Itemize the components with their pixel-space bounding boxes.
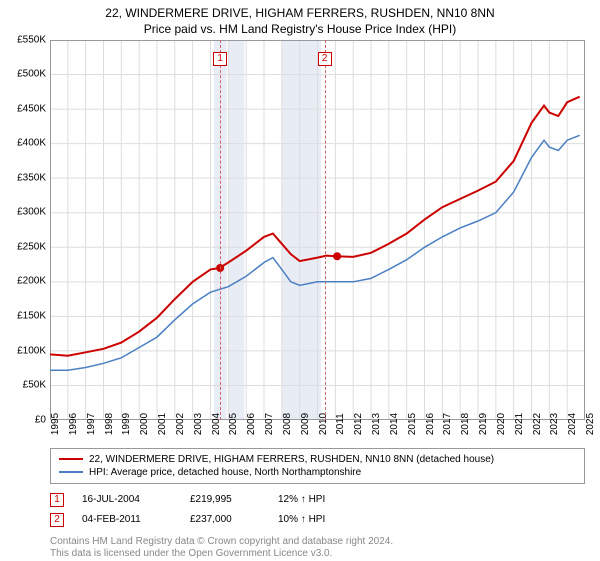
x-tick-label: 2006 — [246, 412, 257, 434]
x-tick-label: 2013 — [371, 412, 382, 434]
x-tick-label: 1998 — [104, 412, 115, 434]
x-tick-label: 2008 — [282, 412, 293, 434]
x-tick-label: 2007 — [264, 412, 275, 434]
x-tick-label: 2017 — [442, 412, 453, 434]
legend: 22, WINDERMERE DRIVE, HIGHAM FERRERS, RU… — [50, 448, 585, 484]
y-tick-label: £300K — [17, 207, 46, 218]
x-tick-label: 2018 — [460, 412, 471, 434]
x-tick-label: 2010 — [318, 412, 329, 434]
y-tick-label: £0 — [35, 414, 46, 425]
y-tick-label: £400K — [17, 138, 46, 149]
chart-plot — [50, 40, 585, 420]
x-tick-label: 2014 — [389, 412, 400, 434]
y-tick-label: £100K — [17, 345, 46, 356]
x-tick-label: 2016 — [425, 412, 436, 434]
sale-delta: 12% ↑ HPI — [278, 494, 325, 505]
x-tick-label: 2019 — [478, 412, 489, 434]
footer-line: Contains HM Land Registry data © Crown c… — [50, 536, 585, 549]
x-tick-label: 2025 — [585, 412, 596, 434]
legend-label: HPI: Average price, detached house, Nort… — [89, 467, 361, 478]
sale-price: £219,995 — [190, 494, 260, 505]
sale-marker-icon: 1 — [50, 493, 64, 507]
x-tick-label: 2001 — [157, 412, 168, 434]
annotation-marker: 1 — [213, 52, 227, 66]
x-tick-label: 2002 — [175, 412, 186, 434]
x-tick-label: 2022 — [532, 412, 543, 434]
x-tick-label: 2024 — [567, 412, 578, 434]
y-tick-label: £350K — [17, 172, 46, 183]
sale-date: 16-JUL-2004 — [82, 494, 172, 505]
chart-subtitle: Price paid vs. HM Land Registry's House … — [0, 22, 600, 40]
legend-label: 22, WINDERMERE DRIVE, HIGHAM FERRERS, RU… — [89, 454, 494, 465]
legend-item: 22, WINDERMERE DRIVE, HIGHAM FERRERS, RU… — [59, 453, 576, 466]
sale-row: 2 04-FEB-2011 £237,000 10% ↑ HPI — [50, 510, 585, 530]
reference-line — [325, 40, 326, 420]
x-tick-label: 1997 — [86, 412, 97, 434]
sale-delta: 10% ↑ HPI — [278, 514, 325, 525]
y-tick-label: £450K — [17, 103, 46, 114]
y-tick-label: £500K — [17, 69, 46, 80]
x-tick-label: 1995 — [50, 412, 61, 434]
sale-date: 04-FEB-2011 — [82, 514, 172, 525]
x-tick-label: 2011 — [335, 413, 346, 435]
y-tick-label: £250K — [17, 241, 46, 252]
chart-area: £0£50K£100K£150K£200K£250K£300K£350K£400… — [50, 40, 585, 420]
y-tick-label: £550K — [17, 34, 46, 45]
x-tick-label: 2012 — [353, 412, 364, 434]
x-tick-label: 2003 — [193, 412, 204, 434]
sale-row: 1 16-JUL-2004 £219,995 12% ↑ HPI — [50, 490, 585, 510]
sale-price: £237,000 — [190, 514, 260, 525]
footer-attribution: Contains HM Land Registry data © Crown c… — [50, 536, 585, 561]
legend-swatch — [59, 471, 83, 473]
sale-marker-icon: 2 — [50, 513, 64, 527]
reference-line — [220, 40, 221, 420]
x-tick-label: 2009 — [300, 412, 311, 434]
x-tick-label: 2021 — [514, 412, 525, 434]
y-tick-label: £50K — [23, 380, 46, 391]
footer-line: This data is licensed under the Open Gov… — [50, 548, 585, 561]
x-tick-label: 2000 — [139, 412, 150, 434]
sales-table: 1 16-JUL-2004 £219,995 12% ↑ HPI 2 04-FE… — [50, 490, 585, 530]
y-tick-label: £150K — [17, 310, 46, 321]
chart-title: 22, WINDERMERE DRIVE, HIGHAM FERRERS, RU… — [0, 0, 600, 22]
y-tick-label: £200K — [17, 276, 46, 287]
x-tick-label: 2015 — [407, 412, 418, 434]
legend-item: HPI: Average price, detached house, Nort… — [59, 466, 576, 479]
x-tick-label: 2005 — [228, 412, 239, 434]
x-tick-label: 1999 — [121, 412, 132, 434]
annotation-marker: 2 — [318, 52, 332, 66]
x-tick-label: 2023 — [549, 412, 560, 434]
x-tick-label: 1996 — [68, 412, 79, 434]
x-tick-label: 2020 — [496, 412, 507, 434]
legend-swatch — [59, 458, 83, 460]
